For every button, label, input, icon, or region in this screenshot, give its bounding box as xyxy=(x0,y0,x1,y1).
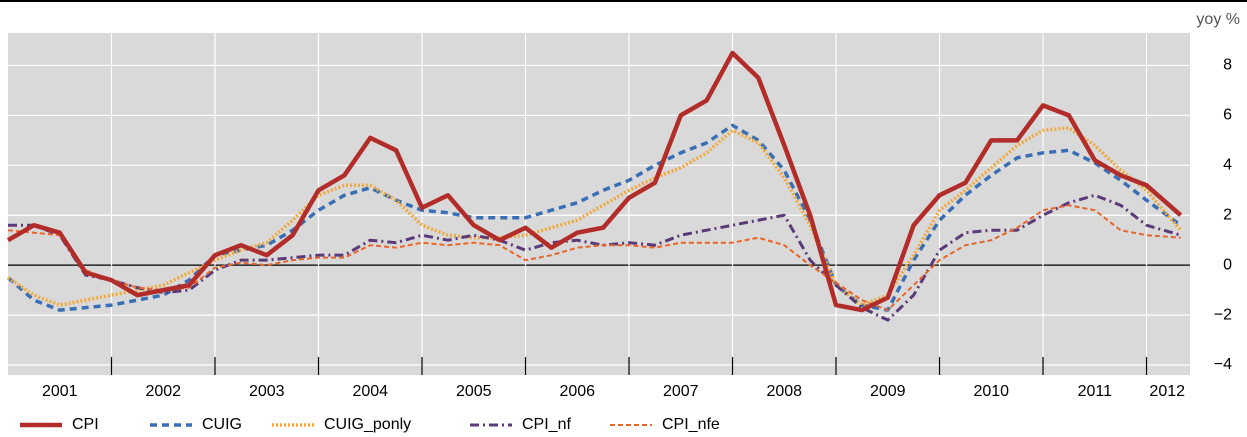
y-axis-label: yoy % xyxy=(1196,11,1240,28)
series-line xyxy=(7,204,1181,312)
y-tick-label: −2 xyxy=(1214,306,1232,323)
y-tick-label: 6 xyxy=(1223,107,1232,124)
y-tick-label: 8 xyxy=(1223,57,1232,74)
x-tick-label: 2010 xyxy=(973,383,1009,400)
series-line xyxy=(7,126,1183,307)
legend-label: CPI_nf xyxy=(522,416,571,433)
x-tick-label: 2012 xyxy=(1149,383,1185,400)
x-tick-label: 2009 xyxy=(870,383,906,400)
y-tick-label: 2 xyxy=(1223,206,1232,223)
x-tick-label: 2002 xyxy=(145,383,181,400)
legend-label: CUIG xyxy=(202,416,242,433)
series-line xyxy=(8,193,1182,322)
x-tick-label: 2005 xyxy=(456,383,492,400)
y-tick-label: 4 xyxy=(1223,157,1232,174)
plot-area xyxy=(8,33,1190,375)
x-tick-label: 2007 xyxy=(663,383,699,400)
series-line xyxy=(6,50,1183,313)
x-tick-label: 2001 xyxy=(42,383,78,400)
legend-label: CPI xyxy=(72,416,99,433)
legend-label: CUIG_ponly xyxy=(324,416,411,433)
x-tick-label: 2011 xyxy=(1078,383,1113,400)
series-line xyxy=(6,123,1182,312)
x-tick-label: 2004 xyxy=(352,383,388,400)
x-tick-label: 2003 xyxy=(249,383,285,400)
y-tick-label: 0 xyxy=(1223,256,1232,273)
x-tick-label: 2008 xyxy=(766,383,802,400)
y-tick-label: −4 xyxy=(1214,356,1232,373)
legend-label: CPI_nfe xyxy=(662,416,720,433)
x-tick-label: 2006 xyxy=(559,383,595,400)
